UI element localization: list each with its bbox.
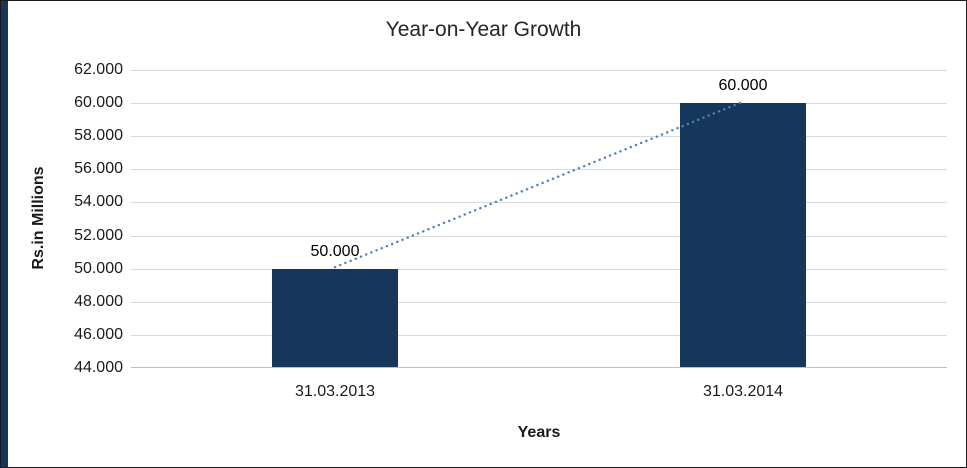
x-axis-title: Years — [517, 424, 561, 441]
y-axis-tick-label: 62.000 — [74, 61, 123, 78]
data-label: 50.000 — [310, 242, 360, 260]
y-gridline — [131, 136, 947, 137]
left-edge-strip — [1, 1, 8, 467]
trend-line — [333, 100, 745, 269]
y-gridline — [131, 70, 947, 71]
y-axis-tick-label: 46.000 — [74, 325, 123, 343]
y-gridline — [131, 367, 947, 368]
bar-31.03.2014 — [680, 103, 806, 367]
data-label: 60.000 — [718, 77, 768, 95]
y-axis-tick-label: 44.000 — [74, 359, 123, 376]
y-gridline — [131, 202, 947, 203]
y-gridline — [131, 169, 947, 170]
y-axis-tick-label: 52.000 — [74, 226, 123, 244]
bar-31.03.2013 — [272, 268, 398, 367]
plot-area — [131, 70, 947, 368]
y-gridline — [131, 269, 947, 270]
y-axis-tick-label: 54.000 — [74, 193, 123, 211]
y-axis-tick-label: 48.000 — [74, 292, 123, 310]
y-axis-tick-label: 58.000 — [74, 127, 123, 145]
y-gridline — [131, 335, 947, 336]
y-gridline — [131, 103, 947, 104]
y-axis-tick-label: 60.000 — [74, 94, 123, 112]
y-axis-tick-label: 56.000 — [74, 160, 123, 178]
y-gridline — [131, 236, 947, 237]
y-gridline — [131, 302, 947, 303]
x-axis-category-label: 31.03.2014 — [702, 383, 784, 400]
y-axis-tick-label: 50.000 — [74, 259, 123, 277]
y-axis-title: Rs.in Millions — [30, 166, 47, 270]
chart-title: Year-on-Year Growth — [385, 18, 582, 41]
x-axis-category-label: 31.03.2013 — [294, 383, 376, 400]
